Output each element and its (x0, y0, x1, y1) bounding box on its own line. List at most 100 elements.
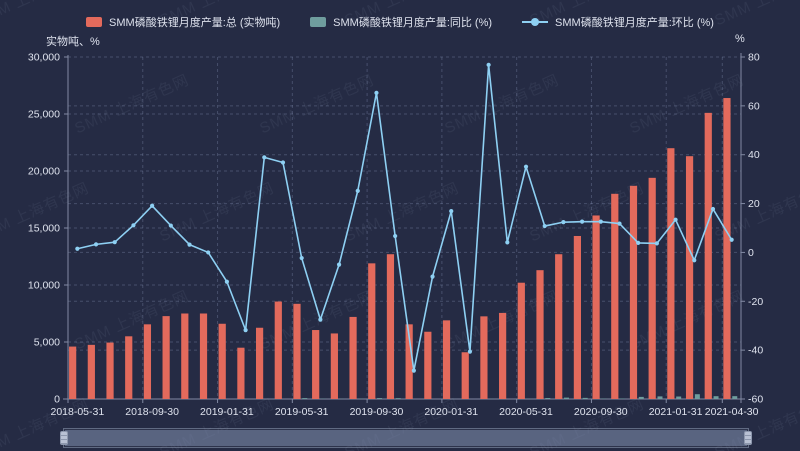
yoy-percent-bar[interactable] (638, 396, 644, 399)
mom-line-point[interactable] (673, 217, 678, 222)
mom-line-point[interactable] (467, 349, 473, 354)
total-production-bar[interactable] (405, 324, 413, 399)
total-production-bar[interactable] (181, 313, 189, 400)
total-production-bar[interactable] (461, 352, 469, 399)
x-axis-tick-label: 2018-09-30 (125, 406, 179, 418)
mom-line-point[interactable] (93, 242, 99, 247)
total-production-bar[interactable] (704, 112, 712, 400)
mom-line-point[interactable] (336, 262, 342, 267)
legend-item-total[interactable]: SMM磷酸铁锂月度产量:总 (实物吨) (86, 14, 280, 30)
mom-line-point[interactable] (206, 250, 211, 255)
total-production-bar[interactable] (723, 98, 731, 399)
mom-line-point[interactable] (654, 241, 659, 246)
total-production-bar[interactable] (312, 330, 320, 399)
total-production-bar[interactable] (274, 301, 282, 399)
total-production-bar[interactable] (592, 215, 600, 399)
yoy-percent-bar[interactable] (713, 396, 719, 399)
total-production-bar[interactable] (237, 347, 245, 399)
yoy-percent-bar[interactable] (564, 397, 569, 399)
mom-line-point[interactable] (598, 219, 603, 224)
mom-line-point[interactable] (636, 240, 641, 245)
mom-line-point[interactable] (75, 246, 80, 251)
datazoom-window[interactable] (65, 430, 747, 446)
mom-line-point[interactable] (187, 242, 192, 247)
total-production-bar[interactable] (349, 316, 357, 399)
total-production-bar[interactable] (125, 336, 133, 399)
total-production-bar[interactable] (199, 313, 208, 400)
mom-line-point[interactable] (168, 223, 173, 228)
mom-line-point[interactable] (710, 206, 716, 212)
total-production-bar[interactable] (293, 303, 301, 399)
mom-line-point[interactable] (112, 240, 117, 245)
mom-line-point[interactable] (617, 221, 622, 226)
total-production-bar[interactable] (499, 312, 507, 399)
total-production-bar[interactable] (517, 282, 525, 399)
mom-line-point[interactable] (299, 255, 304, 261)
mom-line-point[interactable] (561, 220, 566, 225)
mom-line-path (77, 64, 733, 372)
mom-line-point[interactable] (150, 203, 155, 208)
total-production-bar[interactable] (255, 327, 264, 399)
mom-line-point[interactable] (393, 233, 398, 239)
yoy-percent-bar[interactable] (694, 394, 700, 399)
total-production-bar[interactable] (143, 324, 152, 399)
total-production-bar[interactable] (442, 320, 451, 399)
total-production-bar[interactable] (424, 331, 432, 399)
mom-line-point[interactable] (505, 240, 510, 245)
legend-item-mom[interactable]: SMM磷酸铁锂月度产量:环比 (%) (522, 14, 714, 30)
datazoom-slider[interactable] (60, 428, 752, 448)
total-production-bar[interactable] (368, 263, 376, 399)
mom-line-point[interactable] (523, 164, 529, 169)
mom-line-point[interactable] (729, 237, 734, 242)
total-production-bar[interactable] (555, 254, 563, 399)
total-production-bar[interactable] (106, 342, 114, 399)
mom-line-point[interactable] (411, 368, 416, 373)
total-production-bar[interactable] (386, 254, 395, 399)
yoy-percent-bar[interactable] (377, 398, 383, 399)
yoy-percent-bar[interactable] (302, 398, 308, 399)
chart-canvas[interactable]: 05,00010,00015,00020,00025,00030,000-60-… (0, 0, 800, 420)
total-production-bar[interactable] (218, 323, 226, 399)
total-production-bar[interactable] (536, 270, 544, 399)
yoy-percent-bar[interactable] (582, 397, 588, 399)
right-axis-tick-label: 60 (748, 100, 760, 112)
total-production-bar[interactable] (648, 177, 656, 399)
total-production-bar[interactable] (87, 344, 95, 399)
series-mom-line[interactable] (75, 62, 734, 373)
mom-line-point[interactable] (449, 209, 454, 214)
yoy-percent-bar[interactable] (676, 396, 682, 399)
mom-line-point[interactable] (542, 223, 547, 229)
mom-line-point[interactable] (374, 90, 379, 96)
series-yoy-bars[interactable] (302, 394, 738, 399)
total-production-bar[interactable] (162, 316, 170, 399)
total-production-bar[interactable] (611, 193, 619, 399)
datazoom-right-handle-icon[interactable] (744, 431, 752, 445)
series-total-bars[interactable] (69, 98, 731, 400)
datazoom-left-handle-icon[interactable] (60, 431, 68, 445)
mom-line-point[interactable] (430, 274, 435, 279)
yoy-percent-bar[interactable] (395, 398, 401, 399)
mom-line-point[interactable] (243, 328, 248, 333)
yoy-percent-bar[interactable] (657, 396, 663, 399)
mom-line-point[interactable] (131, 223, 136, 228)
mom-line-point[interactable] (262, 155, 267, 160)
mom-line-point[interactable] (355, 188, 360, 193)
mom-line-point[interactable] (280, 160, 286, 165)
yoy-percent-bar[interactable] (732, 396, 738, 399)
total-production-bar[interactable] (667, 148, 675, 399)
mom-line-point[interactable] (486, 62, 491, 67)
yoy-percent-bar[interactable] (545, 398, 551, 399)
mom-line-point[interactable] (692, 258, 697, 263)
right-axis-tick-label: -40 (748, 345, 763, 357)
mom-line-point[interactable] (580, 219, 585, 224)
total-production-bar[interactable] (330, 333, 338, 399)
total-production-bar[interactable] (573, 235, 581, 399)
mom-line-point[interactable] (318, 317, 323, 322)
total-production-bar[interactable] (629, 185, 638, 399)
mom-line-point[interactable] (224, 279, 229, 284)
legend-item-yoy[interactable]: SMM磷酸铁锂月度产量:同比 (%) (310, 14, 492, 30)
total-production-bar[interactable] (480, 316, 488, 399)
total-production-bar[interactable] (69, 346, 77, 399)
right-axis-title: % (735, 33, 745, 45)
total-production-bar[interactable] (685, 156, 694, 399)
